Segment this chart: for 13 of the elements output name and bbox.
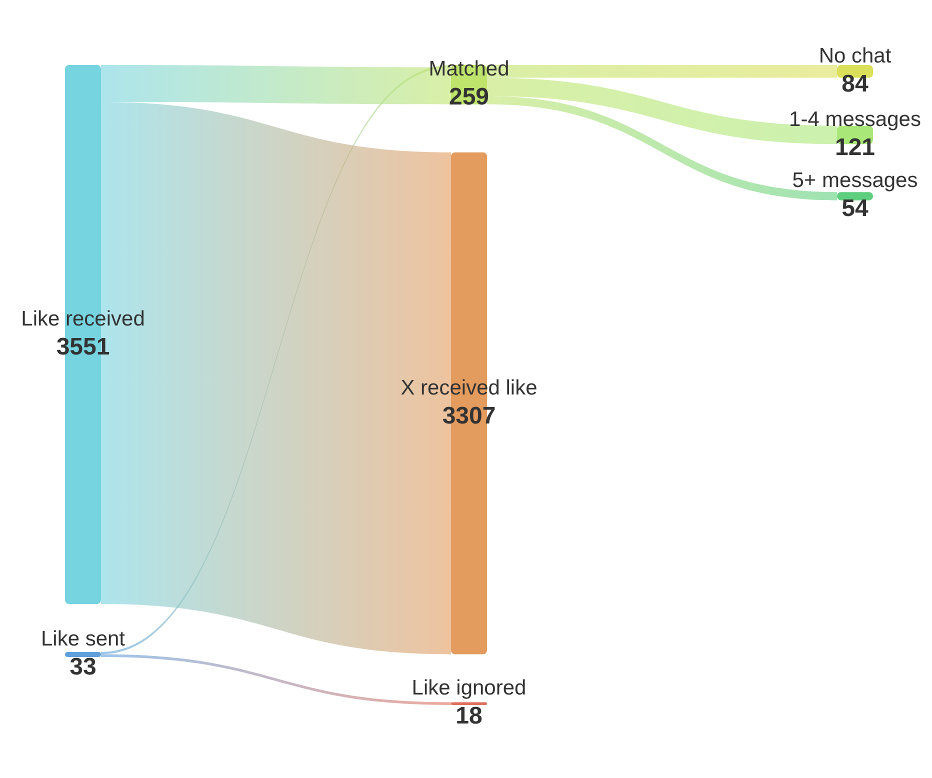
data-label: 18 [456, 702, 482, 730]
category-label: 5+ messages [792, 169, 918, 192]
category-label: X received like [400, 376, 538, 400]
category-label: Like received [21, 307, 145, 330]
data-label: 84 [842, 70, 869, 98]
data-label: 54 [842, 195, 869, 222]
data-label: 33 [70, 653, 96, 680]
category-label: 1-4 messages [789, 108, 921, 131]
data-label: 259 [448, 84, 490, 111]
category-label: Like sent [40, 627, 126, 650]
category-label: Like ignored [412, 676, 526, 700]
category-label: No chat [818, 44, 892, 68]
category-label: Matched [428, 58, 510, 81]
